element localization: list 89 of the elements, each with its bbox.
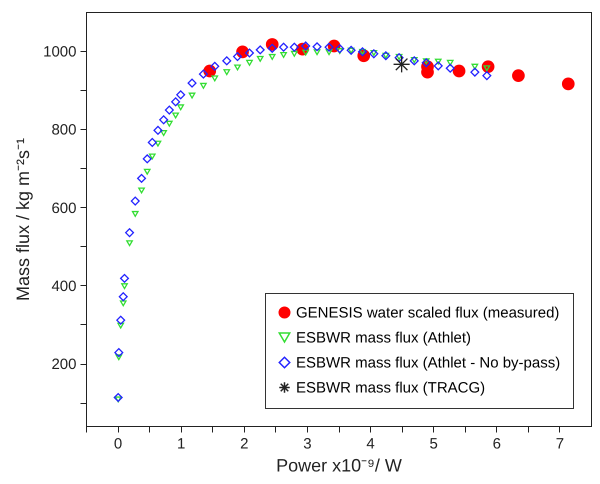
point [118, 292, 128, 302]
point [335, 44, 344, 54]
point [268, 54, 276, 60]
point [188, 78, 197, 88]
point [434, 58, 442, 65]
point [280, 52, 287, 58]
legend-label: ESBWR mass flux (Athlet) [296, 330, 472, 346]
point [370, 50, 378, 56]
point [336, 48, 344, 54]
point [279, 42, 288, 52]
point [120, 274, 130, 283]
point [132, 210, 139, 217]
point [166, 120, 173, 127]
point [482, 71, 492, 80]
x-tick-label: 1 [177, 436, 186, 452]
point [164, 106, 174, 115]
point [312, 42, 322, 52]
point [326, 49, 332, 56]
x-tick-label: 4 [366, 436, 375, 452]
point [210, 62, 220, 71]
point [144, 168, 151, 175]
point [211, 75, 218, 82]
point [138, 187, 145, 194]
point [137, 174, 146, 183]
point [246, 60, 253, 66]
point [116, 316, 126, 325]
point [114, 392, 123, 402]
point [114, 396, 122, 402]
legend-label: ESBWR mass flux (Athlet - No by-pass) [296, 354, 560, 372]
point [234, 64, 241, 70]
point [172, 112, 180, 119]
point [446, 60, 454, 66]
point [446, 64, 455, 73]
point [290, 42, 299, 52]
point [452, 64, 466, 78]
point [314, 49, 320, 56]
x-axis-title: Power x10⁻⁹/ W [276, 456, 402, 476]
point [142, 154, 152, 164]
point [256, 56, 264, 62]
point [148, 138, 157, 147]
point [396, 54, 402, 60]
point [120, 300, 127, 306]
point [153, 126, 162, 135]
point [290, 50, 298, 57]
point [117, 322, 124, 329]
point [512, 69, 525, 82]
legend-label: GENESIS water scaled flux (measured) [296, 304, 560, 322]
point [200, 82, 207, 89]
point [232, 52, 242, 62]
point [154, 140, 162, 147]
point [222, 56, 232, 66]
point [130, 196, 140, 206]
point [160, 130, 168, 136]
point [348, 48, 355, 54]
point [256, 45, 265, 54]
point [126, 240, 133, 246]
y-axis-title: Mass flux / kg m⁻²s⁻¹ [13, 138, 34, 302]
x-tick-label: 7 [556, 436, 564, 452]
point [177, 104, 184, 110]
legend-label: ESBWR mass flux (TRACG) [296, 380, 486, 396]
point [121, 283, 128, 290]
point [114, 348, 124, 358]
point [244, 48, 254, 58]
point [115, 354, 122, 360]
x-tick-label: 3 [303, 436, 312, 452]
x-tick-label: 0 [114, 436, 122, 452]
y-tick-label: 600 [51, 200, 76, 217]
point [188, 92, 196, 99]
x-tick-label: 2 [240, 436, 248, 452]
point [422, 58, 431, 68]
y-tick-label: 800 [51, 122, 76, 139]
y-tick-label: 1000 [43, 44, 76, 61]
y-tick-label: 400 [51, 278, 76, 295]
point [176, 90, 186, 100]
point [125, 228, 134, 238]
y-tick-label: 200 [51, 356, 76, 374]
point [223, 69, 230, 76]
point [410, 57, 418, 64]
point [171, 97, 180, 106]
point [198, 70, 208, 79]
point [148, 153, 156, 160]
point [392, 56, 410, 74]
x-tick-label: 6 [492, 436, 501, 452]
point [470, 68, 480, 77]
point [434, 61, 443, 70]
point [562, 78, 575, 90]
point [471, 64, 478, 70]
x-tick-label: 5 [430, 436, 438, 452]
point [159, 115, 168, 124]
